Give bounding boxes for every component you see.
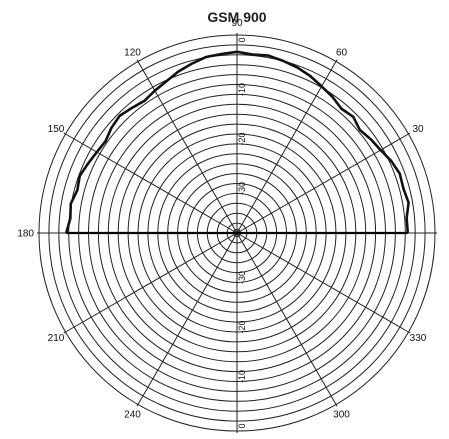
pattern-line [64, 50, 410, 234]
ring-label: 0 [237, 37, 247, 42]
ring-labels: 0 -10 -20 -30 -30 -20 -10 0 [237, 37, 247, 428]
ring-label: -10 [237, 83, 247, 96]
angle-label: 90 [231, 18, 243, 29]
angle-label: 120 [124, 48, 141, 59]
angle-label: 180 [17, 229, 34, 240]
angle-label: 300 [333, 410, 350, 421]
angle-label: 30 [412, 124, 424, 135]
spoke-line [63, 132, 238, 234]
spoke-line [236, 232, 338, 407]
ring-label: -30 [237, 182, 247, 195]
angle-label: 150 [48, 124, 65, 135]
chart-title: GSM 900 [207, 9, 266, 25]
spoke-line [63, 232, 238, 334]
angle-label: 210 [48, 333, 65, 344]
ring-label: -20 [237, 320, 247, 333]
ring-label: -10 [237, 370, 247, 383]
angle-label: 330 [410, 333, 427, 344]
spoke-line [136, 232, 238, 407]
ring-label: -20 [237, 132, 247, 145]
ring-label: -30 [237, 271, 247, 284]
radiation-pattern [64, 50, 410, 235]
angle-label: 60 [336, 48, 348, 59]
ring-label: 0 [237, 423, 247, 428]
angle-labels: 306090120150180210240270300330 [17, 18, 427, 421]
angle-label: 240 [124, 410, 141, 421]
spoke-line [136, 59, 238, 234]
spoke-line [236, 232, 411, 334]
spoke-line [236, 59, 338, 234]
